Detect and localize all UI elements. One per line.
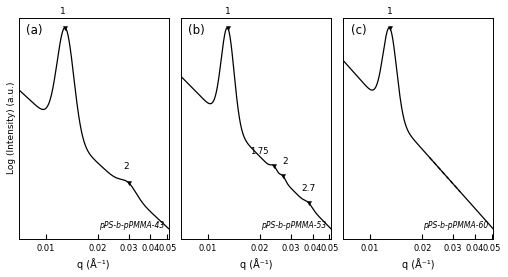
Text: 1: 1: [387, 7, 393, 16]
X-axis label: q (Å⁻¹): q (Å⁻¹): [402, 258, 434, 270]
Text: pPS-b-pPMMA-43: pPS-b-pPMMA-43: [99, 221, 164, 230]
Text: 2: 2: [123, 162, 129, 171]
Text: (a): (a): [26, 24, 43, 37]
Y-axis label: Log (Intensity) (a.u.): Log (Intensity) (a.u.): [7, 82, 16, 175]
Text: (c): (c): [351, 24, 366, 37]
X-axis label: q (Å⁻¹): q (Å⁻¹): [77, 258, 110, 270]
Text: pPS-b-pPMMA-60: pPS-b-pPMMA-60: [423, 221, 489, 230]
Text: 2: 2: [283, 157, 289, 166]
Text: 2.7: 2.7: [302, 184, 316, 193]
Text: 1: 1: [225, 7, 231, 16]
Text: (b): (b): [188, 24, 205, 37]
X-axis label: q (Å⁻¹): q (Å⁻¹): [240, 258, 272, 270]
Text: 1.75: 1.75: [250, 147, 268, 156]
Text: pPS-b-pPMMA-53: pPS-b-pPMMA-53: [261, 221, 326, 230]
Text: 1: 1: [59, 7, 66, 16]
